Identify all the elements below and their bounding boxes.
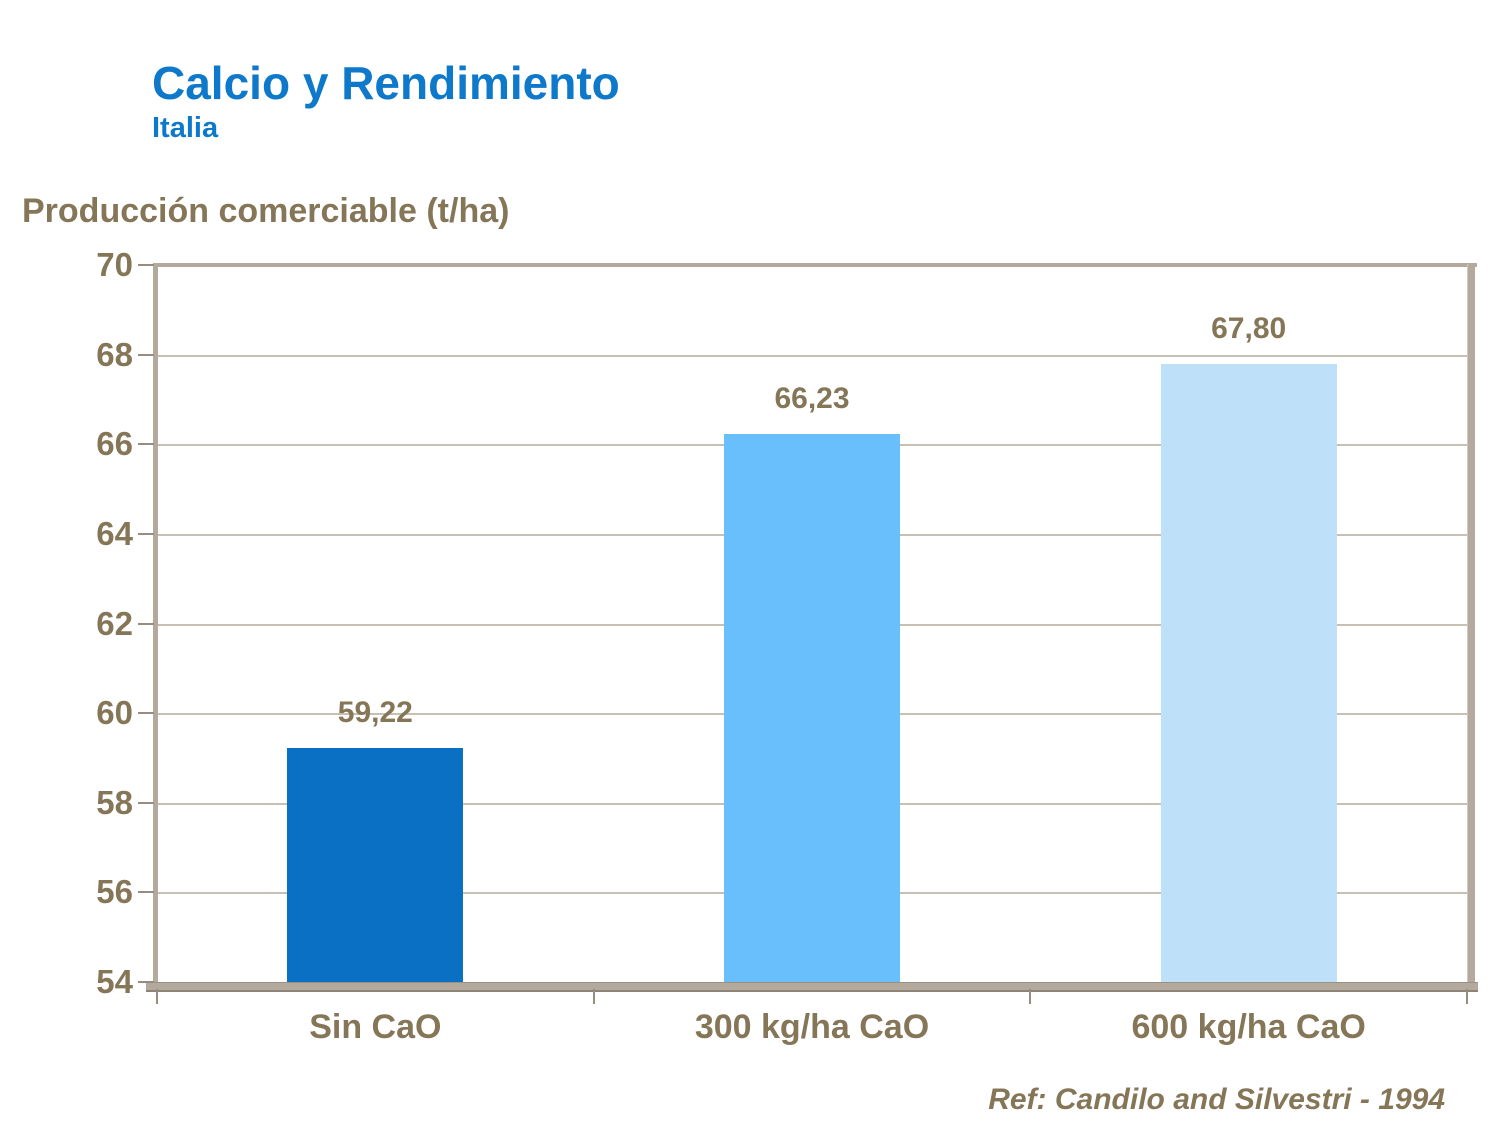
y-tick-mark <box>138 443 154 446</box>
bar-300-kg-ha-cao <box>724 434 900 982</box>
y-tick-mark <box>138 622 154 625</box>
y-tick-mark <box>138 981 154 983</box>
reference-text: Ref: Candilo and Silvestri - 1994 <box>988 1083 1445 1116</box>
gridline <box>157 354 1467 357</box>
x-tick-mark <box>156 989 158 1004</box>
y-tick-label: 54 <box>96 963 133 1000</box>
bar-value-label: 67,80 <box>1211 312 1287 345</box>
x-axis-category-label: 600 kg/ha CaO <box>1131 1008 1366 1046</box>
page-subtitle: Italia <box>152 112 219 144</box>
x-axis-category-label: Sin CaO <box>309 1008 442 1046</box>
y-tick-mark <box>138 801 154 804</box>
bar-value-label: 66,23 <box>774 382 850 415</box>
plot-wall-right <box>1467 264 1475 989</box>
x-tick-mark <box>1466 989 1468 1004</box>
page-title: Calcio y Rendimiento <box>152 57 620 109</box>
y-tick-label: 64 <box>96 514 133 552</box>
y-tick-label: 56 <box>96 873 133 911</box>
plot-frame-top <box>153 263 1477 267</box>
bar-600-kg-ha-cao <box>1160 364 1337 982</box>
plot-frame-left <box>153 263 158 982</box>
y-tick-label: 60 <box>96 694 133 732</box>
y-tick-mark <box>138 532 154 535</box>
y-tick-mark <box>138 353 154 356</box>
y-tick-mark <box>138 264 154 266</box>
y-tick-mark <box>138 891 154 894</box>
y-tick-label: 70 <box>96 246 133 283</box>
x-axis-category-label: 300 kg/ha CaO <box>694 1008 930 1046</box>
y-tick-mark <box>138 712 154 715</box>
y-axis-title: Producción comerciable (t/ha) <box>22 192 510 230</box>
bar-value-label: 59,22 <box>337 696 413 729</box>
x-tick-mark <box>592 989 595 1004</box>
y-tick-label: 68 <box>96 335 133 373</box>
y-tick-label: 62 <box>96 604 133 642</box>
y-tick-label: 66 <box>96 425 133 463</box>
bar-sin-cao <box>287 748 464 982</box>
x-tick-mark <box>1029 989 1032 1004</box>
plot-wall-bottom <box>146 982 1478 992</box>
y-tick-label: 58 <box>96 783 133 821</box>
